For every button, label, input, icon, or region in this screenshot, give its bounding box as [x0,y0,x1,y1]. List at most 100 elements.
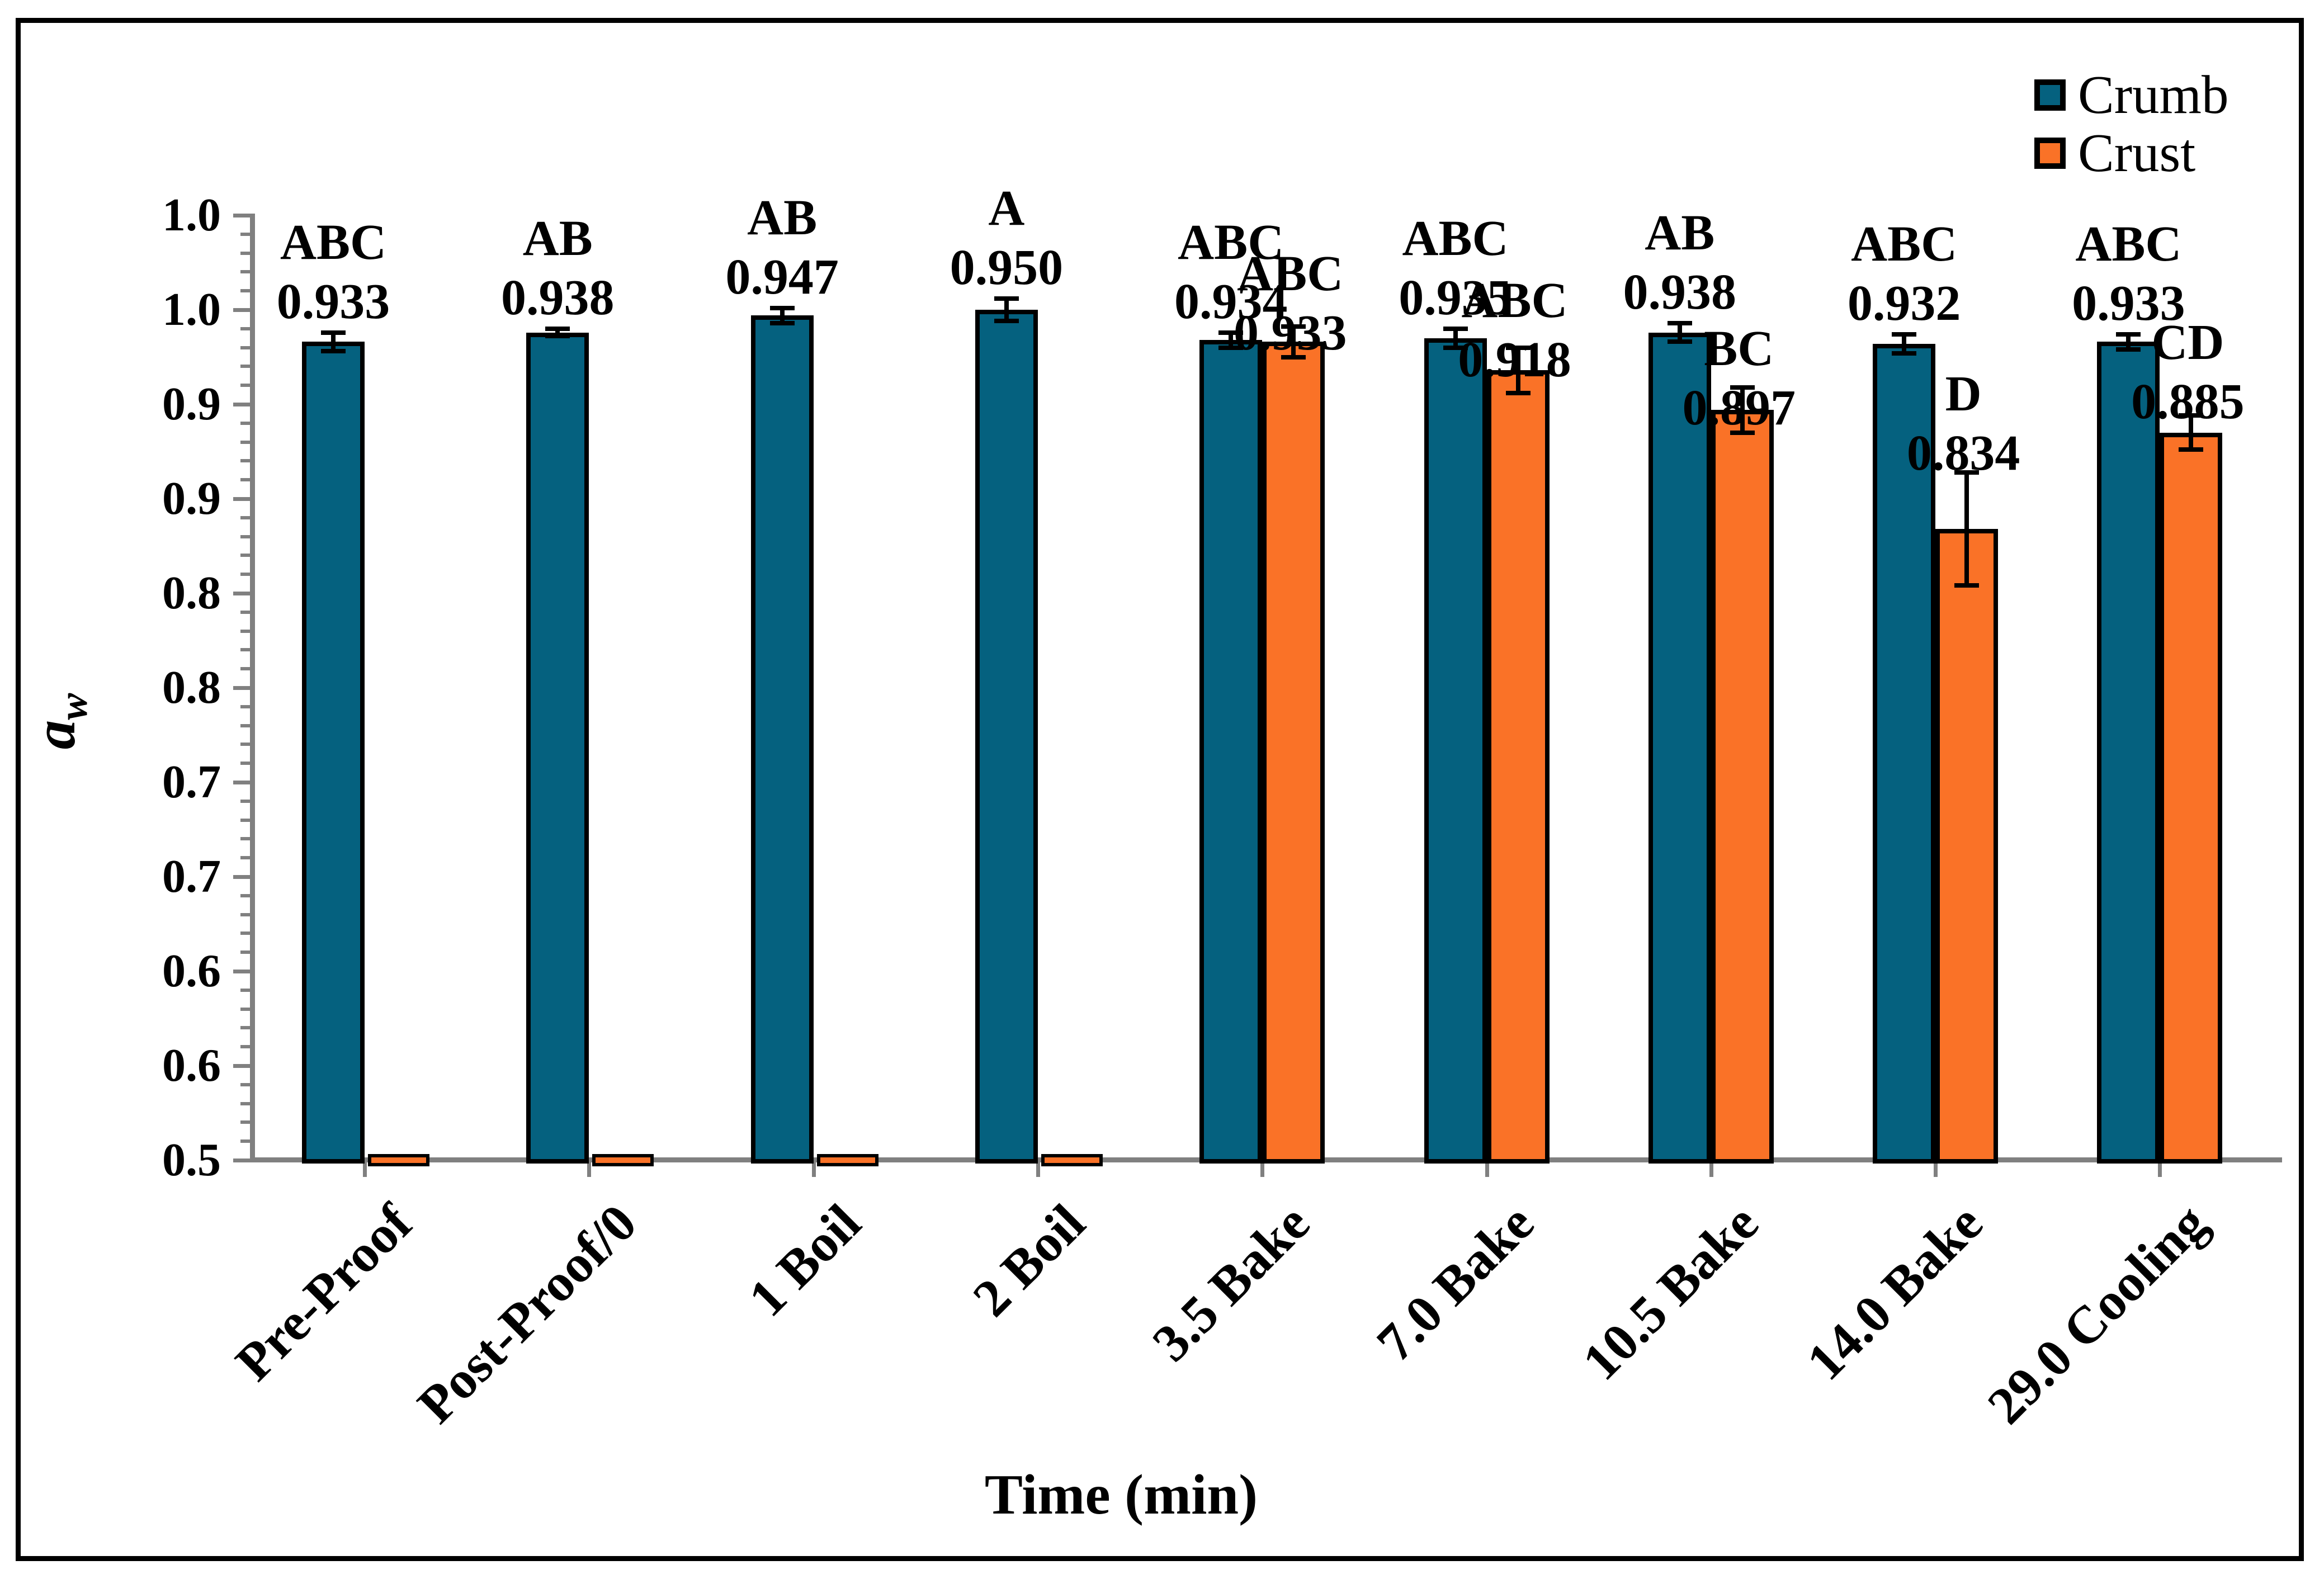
error-bar-cap-bottom [1218,345,1244,350]
y-minor-tick [240,232,254,236]
bar-crust-1-boil-baseline [816,1154,878,1166]
bar-crust-2-boil-baseline [1041,1154,1103,1166]
y-tick-label: 0.9 [162,472,221,524]
y-minor-tick [240,1045,254,1049]
bar-crumb-post-proof-0 [526,332,589,1164]
y-major-tick [233,685,254,690]
value-label: 0.834 [1906,425,2020,481]
error-bar-cap-top [769,305,795,310]
value-label: 0.947 [725,249,839,305]
y-major-tick [233,780,254,784]
y-tick-label: 1.0 [162,189,221,241]
y-minor-tick [240,743,254,746]
error-bar-line [1291,327,1296,357]
y-major-tick [233,308,254,312]
y-axis-title-sub: w [51,693,96,720]
bar-crumb-14-0-bake [1873,343,1936,1164]
significance-letters: ABC [1237,246,1344,301]
error-bar-line [1229,332,1234,348]
error-bar-cap-bottom [321,349,346,354]
error-bar-cap-bottom [2116,347,2141,352]
x-tick [1485,1162,1489,1177]
y-minor-tick [240,837,254,841]
bar-crumb-pre-proof [302,342,365,1164]
x-tick [1260,1162,1265,1177]
y-tick-label: 0.7 [162,756,221,808]
y-minor-tick [240,384,254,387]
y-minor-tick [240,1026,254,1030]
significance-letters: ABC [1461,273,1568,328]
x-axis-title: Time (min) [984,1463,1258,1526]
legend-label-crumb: Crumb [2078,65,2229,125]
significance-letters: AB [522,210,593,266]
bar-crumb-29-0-cooling [2097,342,2160,1164]
y-tick-label: 0.8 [162,567,221,619]
error-bar-cap-top [1505,345,1531,350]
y-minor-tick [240,932,254,935]
significance-letters: ABC [1402,210,1509,266]
error-bar-cap-bottom [1443,345,1468,350]
bar-crust-7-0-bake [1486,370,1550,1164]
y-major-tick [233,1063,254,1068]
y-major-tick [233,874,254,879]
bar-crumb-3-5-bake [1199,340,1263,1164]
significance-letters: AB [1645,205,1715,261]
bar-label-crumb-pre-proof: ABC 0.933 [277,213,390,332]
crust-swatch-icon [2034,138,2066,169]
y-tick-label: 1.0 [162,283,221,335]
error-bar-cap-top [1443,326,1468,331]
error-bar-line [331,332,336,352]
bar-label-crumb-7-0-bake: ABC 0.935 [1399,209,1512,328]
value-label: 0.932 [1847,275,1961,331]
x-tick [363,1162,367,1177]
bar-label-crust-10-5-bake: BC 0.897 [1683,319,1796,438]
x-tick [811,1162,816,1177]
error-bar-cap-top [1954,470,1980,475]
y-minor-tick [240,912,254,916]
bar-crust-post-proof-0-baseline [592,1154,654,1166]
y-tick-label: 0.9 [162,378,221,430]
y-minor-tick [240,610,254,614]
y-major-tick [233,497,254,501]
y-major-tick [233,402,254,406]
legend-label-crust: Crust [2078,123,2196,183]
bar-label-crust-29-0-cooling: CD 0.885 [2131,313,2245,432]
y-tick-label: 0.5 [162,1134,221,1186]
value-label: 0.918 [1458,332,1571,387]
value-label: 0.938 [501,269,615,325]
y-minor-tick [240,289,254,293]
error-bar-cap-top [1218,330,1244,335]
y-minor-tick [240,554,254,557]
bar-label-crumb-1-boil: AB 0.947 [725,188,839,307]
y-minor-tick [240,893,254,897]
x-tick [1036,1162,1040,1177]
error-bar-cap-bottom [1954,583,1980,588]
y-minor-tick [240,704,254,708]
y-major-tick [233,591,254,595]
bar-label-crumb-2-boil: A 0.950 [950,179,1064,297]
y-minor-tick [240,365,254,368]
error-bar-cap-top [1892,332,1917,337]
y-tick-label: 0.6 [162,945,221,997]
error-bar-cap-top [1281,324,1306,329]
error-bar-line [780,308,785,323]
bar-crumb-2-boil [975,310,1038,1164]
y-minor-tick [240,856,254,860]
y-minor-tick [240,478,254,482]
y-tick-label: 0.6 [162,1039,221,1091]
value-label: 0.885 [2131,374,2245,429]
value-label: 0.897 [1682,380,1796,436]
error-bar-cap-top [994,296,1019,301]
y-axis-title-main: a [22,720,87,750]
y-minor-tick [240,667,254,671]
y-minor-tick [240,1139,254,1143]
bar-crust-3-5-bake [1262,342,1325,1164]
error-bar-line [1740,387,1745,433]
y-tick-label: 0.8 [162,661,221,713]
y-minor-tick [240,1082,254,1086]
y-minor-tick [240,251,254,255]
error-bar-line [1964,472,1969,586]
bar-label-crust-3-5-bake: ABC 0.933 [1234,244,1347,363]
y-tick-label: 0.7 [162,850,221,902]
bar-label-crumb-14-0-bake: ABC 0.932 [1848,215,1961,333]
